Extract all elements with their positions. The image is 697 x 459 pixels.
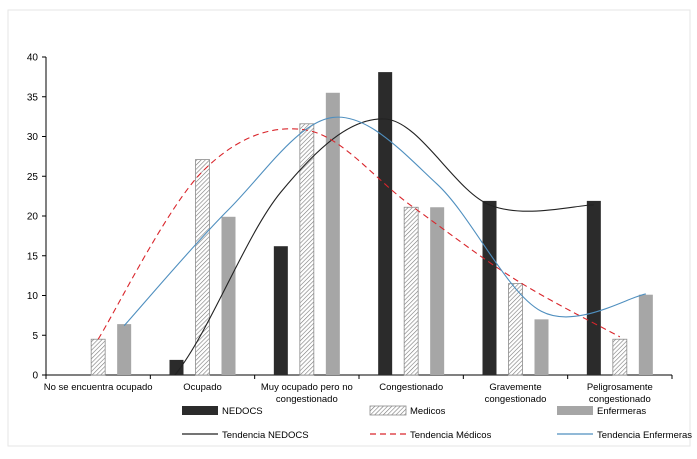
x-category-label: Ocupado — [183, 382, 222, 393]
legend-label-trend-2: Tendencia Enfermeras — [597, 430, 692, 441]
x-category-label: Congestionado — [379, 382, 443, 393]
legend-swatch-medicos — [369, 405, 407, 416]
y-tick-label: 5 — [32, 331, 38, 342]
y-tick-label: 10 — [27, 291, 39, 302]
bar-enfermeras — [221, 216, 236, 375]
bar-nedocs — [378, 72, 393, 375]
legend-label-enfermeras: Enfermeras — [597, 406, 646, 417]
y-tick-label: 0 — [32, 371, 38, 382]
bar-nedocs — [482, 200, 497, 375]
legend-label-nedocs: NEDOCS — [222, 406, 263, 417]
bar-medicos — [90, 338, 106, 376]
legend-label-trend-0: Tendencia NEDOCS — [222, 430, 309, 441]
y-tick-label: 40 — [27, 53, 39, 64]
y-tick-label: 35 — [27, 92, 39, 103]
legend-swatch-enfermeras — [557, 406, 593, 415]
trendline-1 — [97, 128, 621, 340]
bar-nedocs — [273, 246, 288, 375]
bar-enfermeras — [638, 294, 653, 375]
x-category-label: congestionado — [485, 394, 547, 405]
x-category-label: congestionado — [276, 394, 338, 405]
chart-border — [7, 9, 691, 447]
bar-medicos — [299, 123, 315, 376]
x-category-label: Gravemente — [489, 382, 541, 393]
y-tick-label: 15 — [27, 251, 39, 262]
bar-nedocs — [586, 200, 601, 375]
y-tick-label: 25 — [27, 172, 39, 183]
bar-medicos — [612, 338, 628, 376]
trendline-0 — [174, 118, 594, 375]
legend-label-trend-1: Tendencia Médicos — [410, 430, 492, 441]
y-tick-label: 30 — [27, 132, 39, 143]
x-category-label: No se encuentra ocupado — [44, 382, 153, 393]
x-category-label: congestionado — [589, 394, 651, 405]
bar-enfermeras — [325, 92, 340, 376]
legend-swatch-nedocs — [182, 406, 218, 415]
trendline-2 — [123, 116, 646, 327]
x-category-label: Muy ocupado pero no — [261, 382, 353, 393]
bar-enfermeras — [117, 324, 132, 375]
x-category-label: Peligrosamente — [587, 382, 653, 393]
bar-enfermeras — [430, 207, 445, 375]
bar-medicos — [403, 206, 419, 376]
legend-label-medicos: Medicos — [410, 406, 446, 417]
y-tick-label: 20 — [27, 212, 39, 223]
bar-nedocs — [169, 359, 184, 375]
bar-enfermeras — [534, 319, 549, 375]
bar-medicos — [508, 283, 523, 376]
bar-medicos — [195, 159, 210, 376]
